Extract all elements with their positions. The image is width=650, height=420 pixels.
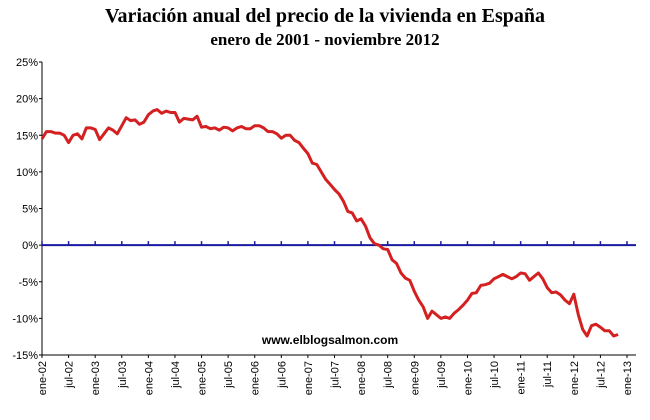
x-tick-label: jul-06 — [276, 361, 288, 389]
x-tick-label: ene-03 — [90, 361, 102, 395]
x-tick-label: ene-04 — [143, 361, 155, 395]
y-tick-label: 5% — [22, 204, 38, 216]
x-tick-label: ene-10 — [462, 361, 474, 395]
y-tick-label: 0% — [22, 240, 38, 252]
x-tick-label: jul-07 — [330, 361, 342, 389]
x-tick-label: jul-04 — [170, 361, 182, 389]
x-tick-label: ene-12 — [569, 361, 581, 395]
x-tick-label: ene-06 — [250, 361, 262, 395]
x-tick-label: jul-05 — [223, 361, 235, 389]
y-tick-label: 25% — [16, 57, 38, 69]
series-line — [40, 108, 619, 338]
x-tick-label: ene-13 — [622, 361, 634, 395]
x-tick-label: jul-09 — [436, 361, 448, 389]
x-tick-label: ene-09 — [409, 361, 421, 395]
y-tick-label: 15% — [16, 130, 38, 142]
x-tick-label: ene-05 — [197, 361, 209, 395]
x-tick-label: jul-11 — [542, 361, 554, 388]
y-tick-label: 20% — [16, 94, 38, 106]
x-tick-label: jul-12 — [595, 361, 607, 389]
chart-subtitle: enero de 2001 - noviembre 2012 — [210, 30, 439, 49]
x-tick-label: jul-03 — [117, 361, 129, 389]
x-tick-label: jul-02 — [64, 361, 76, 389]
annotation: www.elblogsalmon.com — [261, 333, 398, 347]
x-tick-label: ene-11 — [516, 361, 528, 394]
y-tick-label: -10% — [12, 313, 38, 325]
x-tick-label: jul-10 — [489, 361, 501, 389]
x-tick-label: jul-08 — [383, 361, 395, 389]
y-tick-label: -15% — [12, 350, 38, 362]
chart-title: Variación anual del precio de la viviend… — [105, 5, 545, 27]
x-tick-label: ene-07 — [303, 361, 315, 395]
y-tick-label: -5% — [18, 277, 38, 289]
y-tick-label: 10% — [16, 167, 38, 179]
x-tick-label: ene-08 — [356, 361, 368, 395]
x-tick-label: ene-02 — [37, 361, 49, 395]
